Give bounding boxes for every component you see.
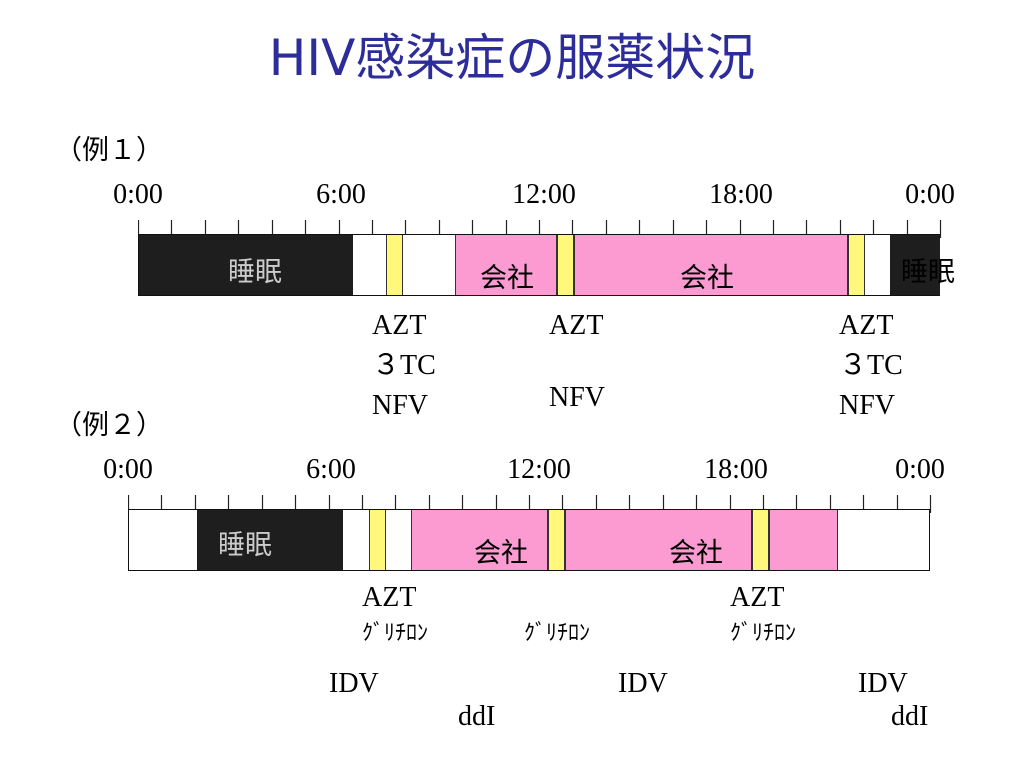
example-2-label: （例２） xyxy=(55,410,163,441)
drug-label: ｸﾞﾘﾁﾛﾝ xyxy=(524,621,591,646)
example-1-label: （例１） xyxy=(55,135,163,166)
drug-label: NFV xyxy=(549,382,606,413)
work-segment xyxy=(411,510,548,570)
medication-marker xyxy=(386,235,403,295)
tick-label: 12:00 xyxy=(507,454,571,485)
tick-label: 0:00 xyxy=(103,454,153,485)
medication-marker xyxy=(548,510,565,570)
drug-label: ddI xyxy=(458,701,496,732)
dose-group: AZT ｸﾞﾘﾁﾛﾝ xyxy=(362,582,428,650)
drug-label: AZT xyxy=(549,310,604,341)
schedule-bar xyxy=(128,509,930,571)
drug-label: ddI xyxy=(891,701,929,732)
drug-label: NFV xyxy=(372,390,429,421)
drug-label: NFV xyxy=(839,390,896,421)
schedule-bar xyxy=(138,234,940,296)
segment-label: 会社 xyxy=(480,263,534,294)
sleep-segment xyxy=(890,235,940,295)
dose-group: AZT NFV xyxy=(549,310,605,414)
timeline-example-2: 0:00 6:00 12:00 18:00 0:00 睡眠 会社 会社 AZT … xyxy=(103,454,1024,733)
work-segment xyxy=(574,235,848,295)
segment-label: 睡眠 xyxy=(218,530,272,561)
segment-label: 睡眠 xyxy=(228,257,282,288)
page-title: HIV感染症の服薬状況 xyxy=(268,29,756,87)
segment-label: 会社 xyxy=(474,538,528,569)
tick-label: 18:00 xyxy=(704,454,768,485)
medication-marker xyxy=(848,235,865,295)
drug-label: IDV xyxy=(329,668,379,699)
tick-label: 12:00 xyxy=(512,179,576,210)
dose-group: AZT ｸﾞﾘﾁﾛﾝ xyxy=(730,582,796,650)
timeline-example-1: 0:00 6:00 12:00 18:00 0:00 睡眠 会社 会社 睡眠 A… xyxy=(113,179,1024,422)
drug-label: IDV xyxy=(858,668,908,699)
medication-marker xyxy=(369,510,386,570)
tick-label: 6:00 xyxy=(306,454,356,485)
tick-label: 18:00 xyxy=(709,179,773,210)
tick-label: 0:00 xyxy=(113,179,163,210)
tick-label: 0:00 xyxy=(895,454,945,485)
drug-label: AZT xyxy=(730,582,785,613)
segment-label: 睡眠 xyxy=(901,257,955,288)
drug-label: ｸﾞﾘﾁﾛﾝ xyxy=(730,621,797,646)
work-segment xyxy=(769,510,838,570)
work-segment xyxy=(565,510,752,570)
dose-group: ｸﾞﾘﾁﾛﾝ xyxy=(524,582,590,650)
drug-label: ｸﾞﾘﾁﾛﾝ xyxy=(362,621,429,646)
drug-label: ３TC xyxy=(839,350,903,381)
drug-label: AZT xyxy=(362,582,417,613)
tick-label: 0:00 xyxy=(905,179,955,210)
drug-label: AZT xyxy=(372,310,427,341)
medication-marker xyxy=(752,510,769,570)
drug-label: ３TC xyxy=(372,350,436,381)
drug-label: AZT xyxy=(839,310,894,341)
work-segment xyxy=(455,235,557,295)
medication-marker xyxy=(557,235,574,295)
dose-group: AZT ３TC NFV xyxy=(372,310,436,422)
segment-label: 会社 xyxy=(680,263,734,294)
tick-label: 6:00 xyxy=(316,179,366,210)
dose-group: AZT ３TC NFV xyxy=(839,310,903,422)
segment-label: 会社 xyxy=(669,538,723,569)
drug-label: IDV xyxy=(618,668,668,699)
sleep-segment xyxy=(139,235,353,295)
sleep-segment xyxy=(197,510,343,570)
